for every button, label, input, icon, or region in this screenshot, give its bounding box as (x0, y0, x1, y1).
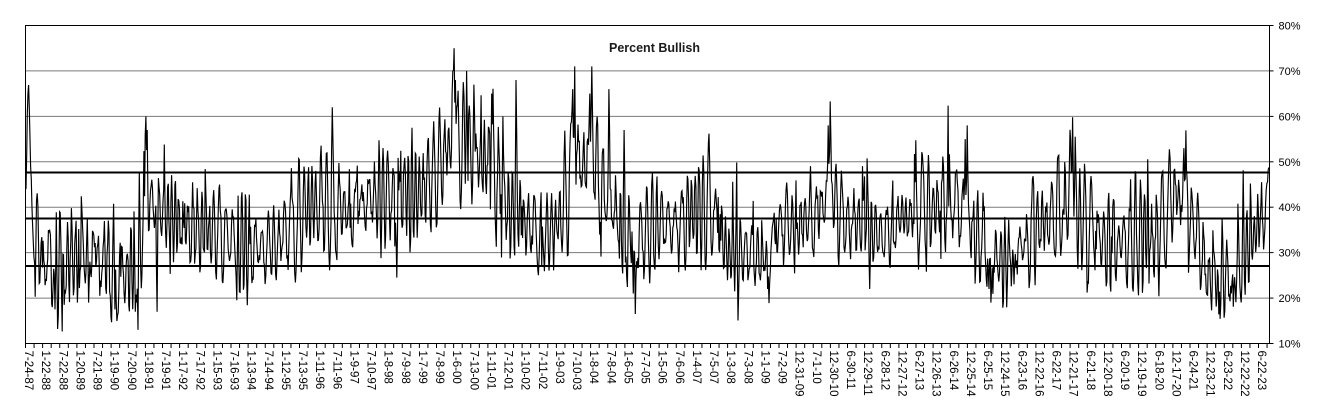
svg-text:7-17-92: 7-17-92 (193, 351, 205, 391)
svg-text:1-8-04: 1-8-04 (587, 351, 599, 385)
svg-text:7-10-97: 7-10-97 (365, 351, 377, 391)
svg-text:1-12-95: 1-12-95 (279, 351, 291, 391)
svg-text:6-28-12: 6-28-12 (878, 351, 890, 391)
svg-text:10%: 10% (1279, 339, 1301, 351)
svg-text:12-20-18: 12-20-18 (1101, 351, 1113, 397)
svg-text:1-17-92: 1-17-92 (176, 351, 188, 391)
svg-text:12-25-14: 12-25-14 (964, 351, 976, 398)
svg-text:1-7-99: 1-7-99 (416, 351, 428, 384)
svg-text:80%: 80% (1279, 21, 1301, 33)
svg-text:1-20-89: 1-20-89 (73, 351, 85, 391)
svg-text:Percent Bullish: Percent Bullish (609, 41, 700, 55)
svg-text:6-18-20: 6-18-20 (1152, 351, 1164, 391)
svg-text:6-30-11: 6-30-11 (844, 351, 856, 390)
svg-text:7-11-96: 7-11-96 (330, 351, 342, 390)
svg-text:1-4-07: 1-4-07 (690, 351, 702, 384)
svg-text:12-29-11: 12-29-11 (861, 351, 873, 396)
svg-text:6-25-15: 6-25-15 (981, 351, 993, 391)
svg-text:70%: 70% (1279, 66, 1301, 78)
svg-text:7-10-03: 7-10-03 (570, 351, 582, 391)
svg-text:1-15-93: 1-15-93 (210, 351, 222, 391)
svg-text:7-9-98: 7-9-98 (399, 351, 411, 384)
svg-text:7-8-04: 7-8-04 (604, 351, 616, 385)
svg-text:7-21-89: 7-21-89 (91, 351, 103, 391)
svg-text:12-31-09: 12-31-09 (793, 351, 805, 397)
svg-text:6-21-18: 6-21-18 (1084, 351, 1096, 391)
svg-text:1-6-00: 1-6-00 (450, 351, 462, 384)
svg-text:7-13-95: 7-13-95 (296, 351, 308, 391)
svg-text:12-17-20: 12-17-20 (1169, 351, 1181, 397)
svg-text:40%: 40% (1279, 202, 1301, 214)
svg-text:6-23-16: 6-23-16 (1015, 351, 1027, 391)
svg-text:7-2-09: 7-2-09 (776, 351, 788, 384)
svg-text:1-3-08: 1-3-08 (724, 351, 736, 384)
svg-text:12-19-19: 12-19-19 (1135, 351, 1147, 397)
svg-text:1-1-09: 1-1-09 (758, 351, 770, 384)
svg-text:7-20-90: 7-20-90 (125, 351, 137, 391)
svg-text:7-8-99: 7-8-99 (433, 351, 445, 384)
svg-text:7-16-93: 7-16-93 (228, 351, 240, 391)
svg-text:7-6-06: 7-6-06 (673, 351, 685, 384)
svg-text:6-22-23: 6-22-23 (1255, 351, 1267, 391)
svg-text:1-13-94: 1-13-94 (245, 351, 257, 391)
svg-text:1-11-96: 1-11-96 (313, 351, 325, 390)
svg-text:6-24-21: 6-24-21 (1187, 351, 1199, 391)
svg-text:12-22-22: 12-22-22 (1238, 351, 1250, 397)
svg-text:7-13-00: 7-13-00 (467, 351, 479, 391)
svg-text:7-19-91: 7-19-91 (159, 351, 171, 391)
svg-text:7-22-88: 7-22-88 (56, 351, 68, 391)
svg-text:7-14-94: 7-14-94 (262, 351, 274, 391)
svg-text:7-24-87: 7-24-87 (22, 351, 34, 391)
svg-text:7-5-07: 7-5-07 (707, 351, 719, 384)
svg-text:1-5-06: 1-5-06 (656, 351, 668, 384)
svg-text:1-22-88: 1-22-88 (39, 351, 51, 391)
svg-text:1-9-03: 1-9-03 (553, 351, 565, 384)
svg-text:12-24-15: 12-24-15 (998, 351, 1010, 397)
svg-text:12-22-16: 12-22-16 (1032, 351, 1044, 397)
svg-text:12-30-10: 12-30-10 (827, 351, 839, 397)
svg-text:6-27-13: 6-27-13 (913, 351, 925, 391)
svg-text:60%: 60% (1279, 111, 1301, 123)
svg-text:1-18-91: 1-18-91 (142, 351, 154, 391)
svg-text:7-1-10: 7-1-10 (810, 351, 822, 384)
svg-text:1-8-98: 1-8-98 (382, 351, 394, 384)
svg-text:7-12-01: 7-12-01 (502, 351, 514, 391)
svg-text:50%: 50% (1279, 157, 1301, 169)
svg-text:1-11-01: 1-11-01 (484, 351, 496, 390)
svg-text:12-21-17: 12-21-17 (1067, 351, 1079, 397)
svg-text:7-7-05: 7-7-05 (639, 351, 651, 384)
svg-text:30%: 30% (1279, 248, 1301, 260)
svg-text:6-26-14: 6-26-14 (947, 351, 959, 391)
svg-text:12-27-12: 12-27-12 (895, 351, 907, 397)
svg-text:12-23-21: 12-23-21 (1204, 351, 1216, 397)
svg-text:1-9-97: 1-9-97 (347, 351, 359, 384)
svg-text:20%: 20% (1279, 293, 1301, 305)
svg-text:1-6-05: 1-6-05 (621, 351, 633, 384)
svg-text:7-3-08: 7-3-08 (741, 351, 753, 384)
svg-text:6-23-22: 6-23-22 (1221, 351, 1233, 391)
svg-text:6-20-19: 6-20-19 (1118, 351, 1130, 391)
svg-text:1-19-90: 1-19-90 (108, 351, 120, 391)
svg-text:7-11-02: 7-11-02 (536, 351, 548, 390)
svg-text:12-26-13: 12-26-13 (930, 351, 942, 397)
svg-text:1-10-02: 1-10-02 (519, 351, 531, 391)
svg-text:6-22-17: 6-22-17 (1050, 351, 1062, 391)
